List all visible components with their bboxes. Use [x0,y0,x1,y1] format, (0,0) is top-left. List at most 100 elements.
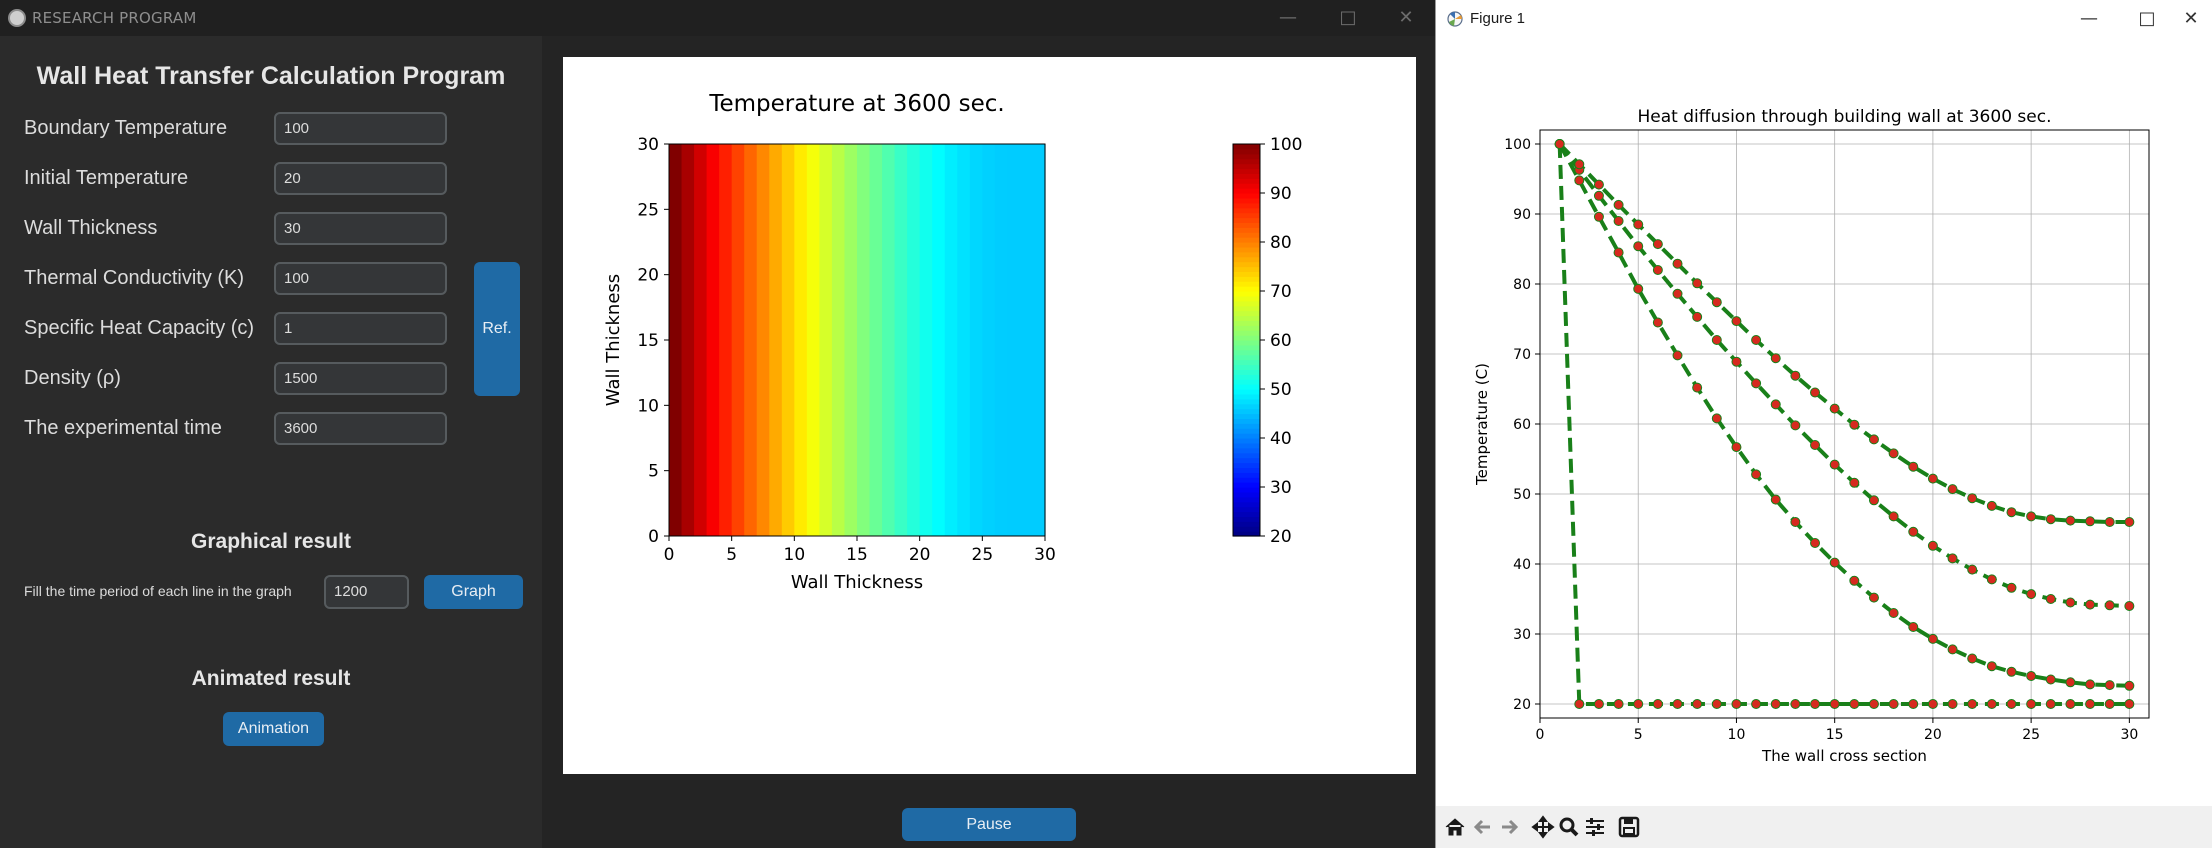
pause-button[interactable]: Pause [902,808,1076,841]
ref-button[interactable]: Ref. [474,262,520,396]
series-2-point [1652,317,1663,328]
series-4-point [1770,353,1781,364]
series-3-point [2026,589,2037,600]
series-1-point [1967,699,1978,709]
heatmap-x-tick-label: 25 [972,545,994,565]
home-icon[interactable] [1442,814,1468,840]
save-icon[interactable] [1616,814,1642,840]
maximize-icon[interactable]: □ [1339,7,1357,28]
series-4-point [1692,278,1703,289]
colorbar-tick-label: 90 [1270,184,1292,204]
line-y-tick-label: 50 [1513,487,1531,503]
series-1-point [1829,699,1840,709]
heatmap-y-tick-label: 5 [648,462,659,482]
zoom-icon[interactable] [1556,814,1582,840]
series-3-point [1908,526,1919,537]
series-2-point [2006,666,2017,677]
heatmap-cell [1032,144,1046,536]
series-3-point [1967,564,1978,575]
series-1-point [1711,699,1722,709]
title-bar[interactable]: RESEARCH PROGRAM — □ ✕ [0,0,1435,36]
colorbar-segment [1233,398,1260,405]
colorbar-segment [1233,472,1260,478]
series-4-point [1731,316,1742,327]
specific-heat-input[interactable]: 1 [274,312,447,345]
series-2-point [1790,517,1801,527]
colorbar-segment [1233,295,1260,302]
colorbar-segment [1233,457,1260,464]
colorbar-segment [1233,227,1260,233]
series-4-point [2006,507,2017,518]
series-3-point [2124,601,2135,611]
heatmap-cell [869,144,883,536]
heatmap-cell [907,144,921,536]
series-4-point [2065,515,2076,526]
line-y-tick-label: 30 [1513,627,1531,643]
back-arrow-icon[interactable] [1470,814,1496,840]
series-2-point [1770,494,1781,505]
figure-title-bar[interactable]: Figure 1 — □ ✕ [1436,0,2212,38]
thermal-conductivity-input[interactable]: 100 [274,262,447,295]
colorbar-segment [1233,256,1260,263]
series-4-point [2104,517,2115,527]
series-1-point [1574,699,1585,709]
series-line-2 [1557,143,2130,688]
colorbar-segment [1233,178,1260,184]
series-3-point [1927,540,1938,551]
colorbar-segment [1233,477,1260,483]
series-1-point [2124,699,2135,709]
line-x-tick-label: 25 [2022,727,2040,743]
series-1-point [2065,699,2076,709]
colorbar-segment [1233,531,1260,537]
close-icon[interactable]: ✕ [1398,7,1414,28]
series-4-point [1790,370,1801,381]
specific-heat-label: Specific Heat Capacity (c) [24,317,255,339]
animation-button[interactable]: Animation [223,712,324,746]
wall-thickness-input[interactable]: 30 [274,212,447,245]
series-2-point [2104,680,2115,691]
colorbar-segment [1233,266,1260,272]
colorbar-segment [1233,232,1260,238]
research-program-window: RESEARCH PROGRAM — □ ✕ Wall Heat Transfe… [0,0,1435,848]
colorbar-segment [1233,447,1260,454]
series-4-point [1633,219,1644,230]
colorbar-segment [1233,212,1260,219]
series-4-point [1613,199,1624,210]
series-3-point [1986,574,1997,585]
colorbar-tick-label: 40 [1270,429,1292,449]
series-1-point [1731,699,1742,709]
experimental-time-input[interactable]: 3600 [274,412,447,445]
forward-arrow-icon[interactable] [1496,814,1522,840]
figure-maximize-icon[interactable]: □ [2138,8,2156,29]
colorbar-segment [1233,193,1260,199]
series-4-point [2026,511,2037,522]
line-y-tick-label: 70 [1513,347,1531,363]
graph-period-input[interactable]: 1200 [324,575,409,609]
colorbar-segment [1233,501,1260,508]
colorbar-segment [1233,344,1260,351]
minimize-icon[interactable]: — [1279,7,1297,28]
heatmap-cell [857,144,871,536]
series-4-point [1888,448,1899,459]
heatmap-cell [1007,144,1021,536]
boundary-temperature-input[interactable]: 100 [274,112,447,145]
pan-icon[interactable] [1530,814,1556,840]
line-y-tick-label: 100 [1504,137,1531,153]
series-3-point [1652,265,1663,275]
figure-close-icon[interactable]: ✕ [2183,8,2199,29]
series-4-point [1672,258,1683,269]
line-y-axis-label: Temperature (C) [1473,363,1491,486]
series-3-point [1829,459,1840,470]
density-input[interactable]: 1500 [274,362,447,395]
colorbar-tick-label: 50 [1270,380,1292,400]
graph-button[interactable]: Graph [424,575,523,609]
colorbar-tick-label: 30 [1270,478,1292,498]
series-1-point [1751,699,1762,709]
heatmap-cell [944,144,958,536]
heatmap-x-tick-label: 5 [726,545,737,565]
configure-subplots-icon[interactable] [1582,814,1608,840]
figure-minimize-icon[interactable]: — [2080,8,2098,29]
series-4-point [1711,297,1722,308]
initial-temperature-input[interactable]: 20 [274,162,447,195]
